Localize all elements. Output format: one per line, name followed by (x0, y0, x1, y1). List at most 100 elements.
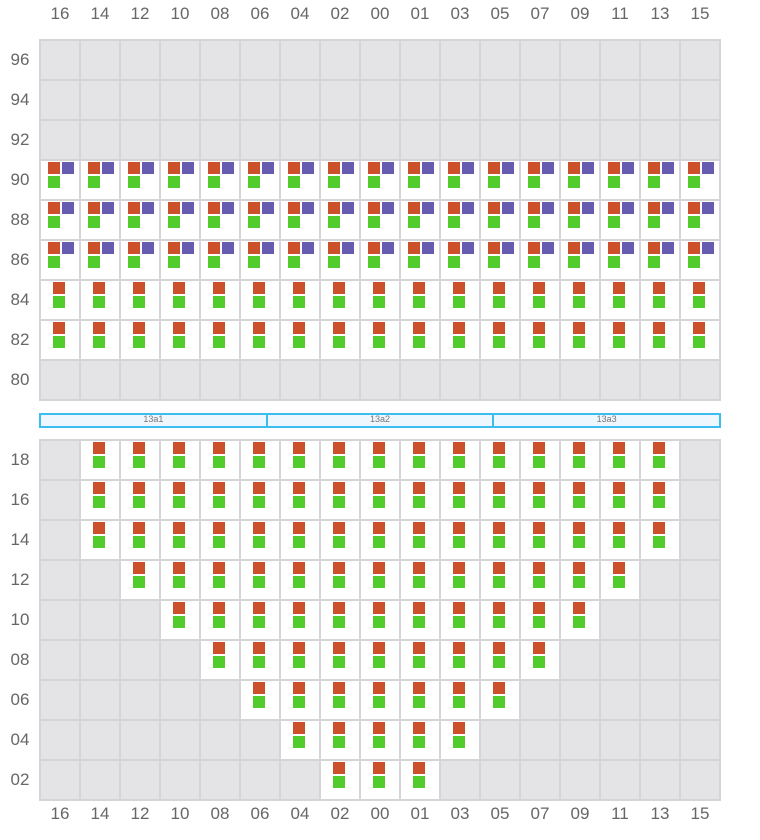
slot-cell[interactable] (521, 601, 559, 639)
slot-cell[interactable] (161, 601, 199, 639)
slot-cell[interactable] (81, 161, 119, 199)
slot-cell[interactable] (561, 521, 599, 559)
slot-cell[interactable] (201, 241, 239, 279)
slot-cell[interactable] (121, 321, 159, 359)
slot-cell[interactable] (41, 201, 79, 239)
slot-cell[interactable] (201, 281, 239, 319)
slot-cell[interactable] (641, 521, 679, 559)
slot-cell[interactable] (561, 241, 599, 279)
slot-cell[interactable] (201, 481, 239, 519)
slot-cell[interactable] (361, 281, 399, 319)
slot-cell[interactable] (281, 161, 319, 199)
slot-cell[interactable] (641, 281, 679, 319)
slot-cell[interactable] (161, 241, 199, 279)
slot-cell[interactable] (601, 561, 639, 599)
slot-cell[interactable] (441, 521, 479, 559)
slot-cell[interactable] (481, 681, 519, 719)
slot-cell[interactable] (441, 681, 479, 719)
slot-cell[interactable] (641, 241, 679, 279)
slot-cell[interactable] (681, 201, 719, 239)
slot-cell[interactable] (201, 201, 239, 239)
slot-cell[interactable] (401, 321, 439, 359)
slot-cell[interactable] (681, 321, 719, 359)
slot-cell[interactable] (361, 721, 399, 759)
slot-cell[interactable] (601, 201, 639, 239)
slot-cell[interactable] (361, 441, 399, 479)
slot-cell[interactable] (321, 561, 359, 599)
segment-13a3[interactable]: 13a3 (596, 414, 617, 424)
slot-cell[interactable] (281, 681, 319, 719)
slot-cell[interactable] (281, 481, 319, 519)
slot-cell[interactable] (161, 161, 199, 199)
slot-cell[interactable] (241, 241, 279, 279)
slot-cell[interactable] (321, 761, 359, 799)
slot-cell[interactable] (241, 441, 279, 479)
slot-cell[interactable] (601, 281, 639, 319)
slot-cell[interactable] (401, 441, 439, 479)
slot-cell[interactable] (161, 281, 199, 319)
slot-cell[interactable] (521, 281, 559, 319)
slot-cell[interactable] (241, 281, 279, 319)
slot-cell[interactable] (321, 601, 359, 639)
slot-cell[interactable] (401, 721, 439, 759)
slot-cell[interactable] (481, 561, 519, 599)
slot-cell[interactable] (441, 721, 479, 759)
slot-cell[interactable] (81, 241, 119, 279)
slot-cell[interactable] (601, 241, 639, 279)
slot-cell[interactable] (481, 481, 519, 519)
slot-cell[interactable] (121, 281, 159, 319)
slot-cell[interactable] (241, 561, 279, 599)
slot-cell[interactable] (241, 601, 279, 639)
slot-cell[interactable] (201, 641, 239, 679)
slot-cell[interactable] (401, 641, 439, 679)
segment-13a2[interactable]: 13a2 (268, 415, 495, 426)
slot-cell[interactable] (481, 321, 519, 359)
slot-cell[interactable] (81, 481, 119, 519)
slot-cell[interactable] (401, 481, 439, 519)
slot-cell[interactable] (361, 201, 399, 239)
slot-cell[interactable] (681, 281, 719, 319)
slot-cell[interactable] (361, 521, 399, 559)
slot-cell[interactable] (81, 321, 119, 359)
slot-cell[interactable] (361, 681, 399, 719)
slot-cell[interactable] (201, 601, 239, 639)
segment-13a1[interactable]: 13a1 (41, 415, 268, 426)
slot-cell[interactable] (281, 721, 319, 759)
slot-cell[interactable] (201, 561, 239, 599)
slot-cell[interactable] (441, 481, 479, 519)
slot-cell[interactable] (361, 241, 399, 279)
slot-cell[interactable] (241, 681, 279, 719)
slot-cell[interactable] (521, 441, 559, 479)
slot-cell[interactable] (561, 321, 599, 359)
slot-cell[interactable] (641, 441, 679, 479)
slot-cell[interactable] (521, 241, 559, 279)
slot-cell[interactable] (521, 521, 559, 559)
slot-cell[interactable] (481, 441, 519, 479)
slot-cell[interactable] (81, 521, 119, 559)
slot-cell[interactable] (281, 281, 319, 319)
slot-cell[interactable] (601, 321, 639, 359)
slot-cell[interactable] (121, 521, 159, 559)
slot-cell[interactable] (521, 561, 559, 599)
slot-cell[interactable] (361, 161, 399, 199)
slot-cell[interactable] (441, 241, 479, 279)
slot-cell[interactable] (201, 161, 239, 199)
slot-cell[interactable] (321, 241, 359, 279)
slot-cell[interactable] (641, 321, 679, 359)
slot-cell[interactable] (281, 521, 319, 559)
slot-cell[interactable] (361, 481, 399, 519)
slot-cell[interactable] (121, 161, 159, 199)
slot-cell[interactable] (161, 521, 199, 559)
slot-cell[interactable] (161, 441, 199, 479)
slot-cell[interactable] (521, 481, 559, 519)
slot-cell[interactable] (441, 441, 479, 479)
slot-cell[interactable] (361, 601, 399, 639)
slot-cell[interactable] (441, 641, 479, 679)
slot-cell[interactable] (161, 481, 199, 519)
slot-cell[interactable] (361, 641, 399, 679)
slot-cell[interactable] (441, 561, 479, 599)
slot-cell[interactable] (401, 161, 439, 199)
slot-cell[interactable] (401, 241, 439, 279)
slot-cell[interactable] (481, 241, 519, 279)
slot-cell[interactable] (601, 481, 639, 519)
